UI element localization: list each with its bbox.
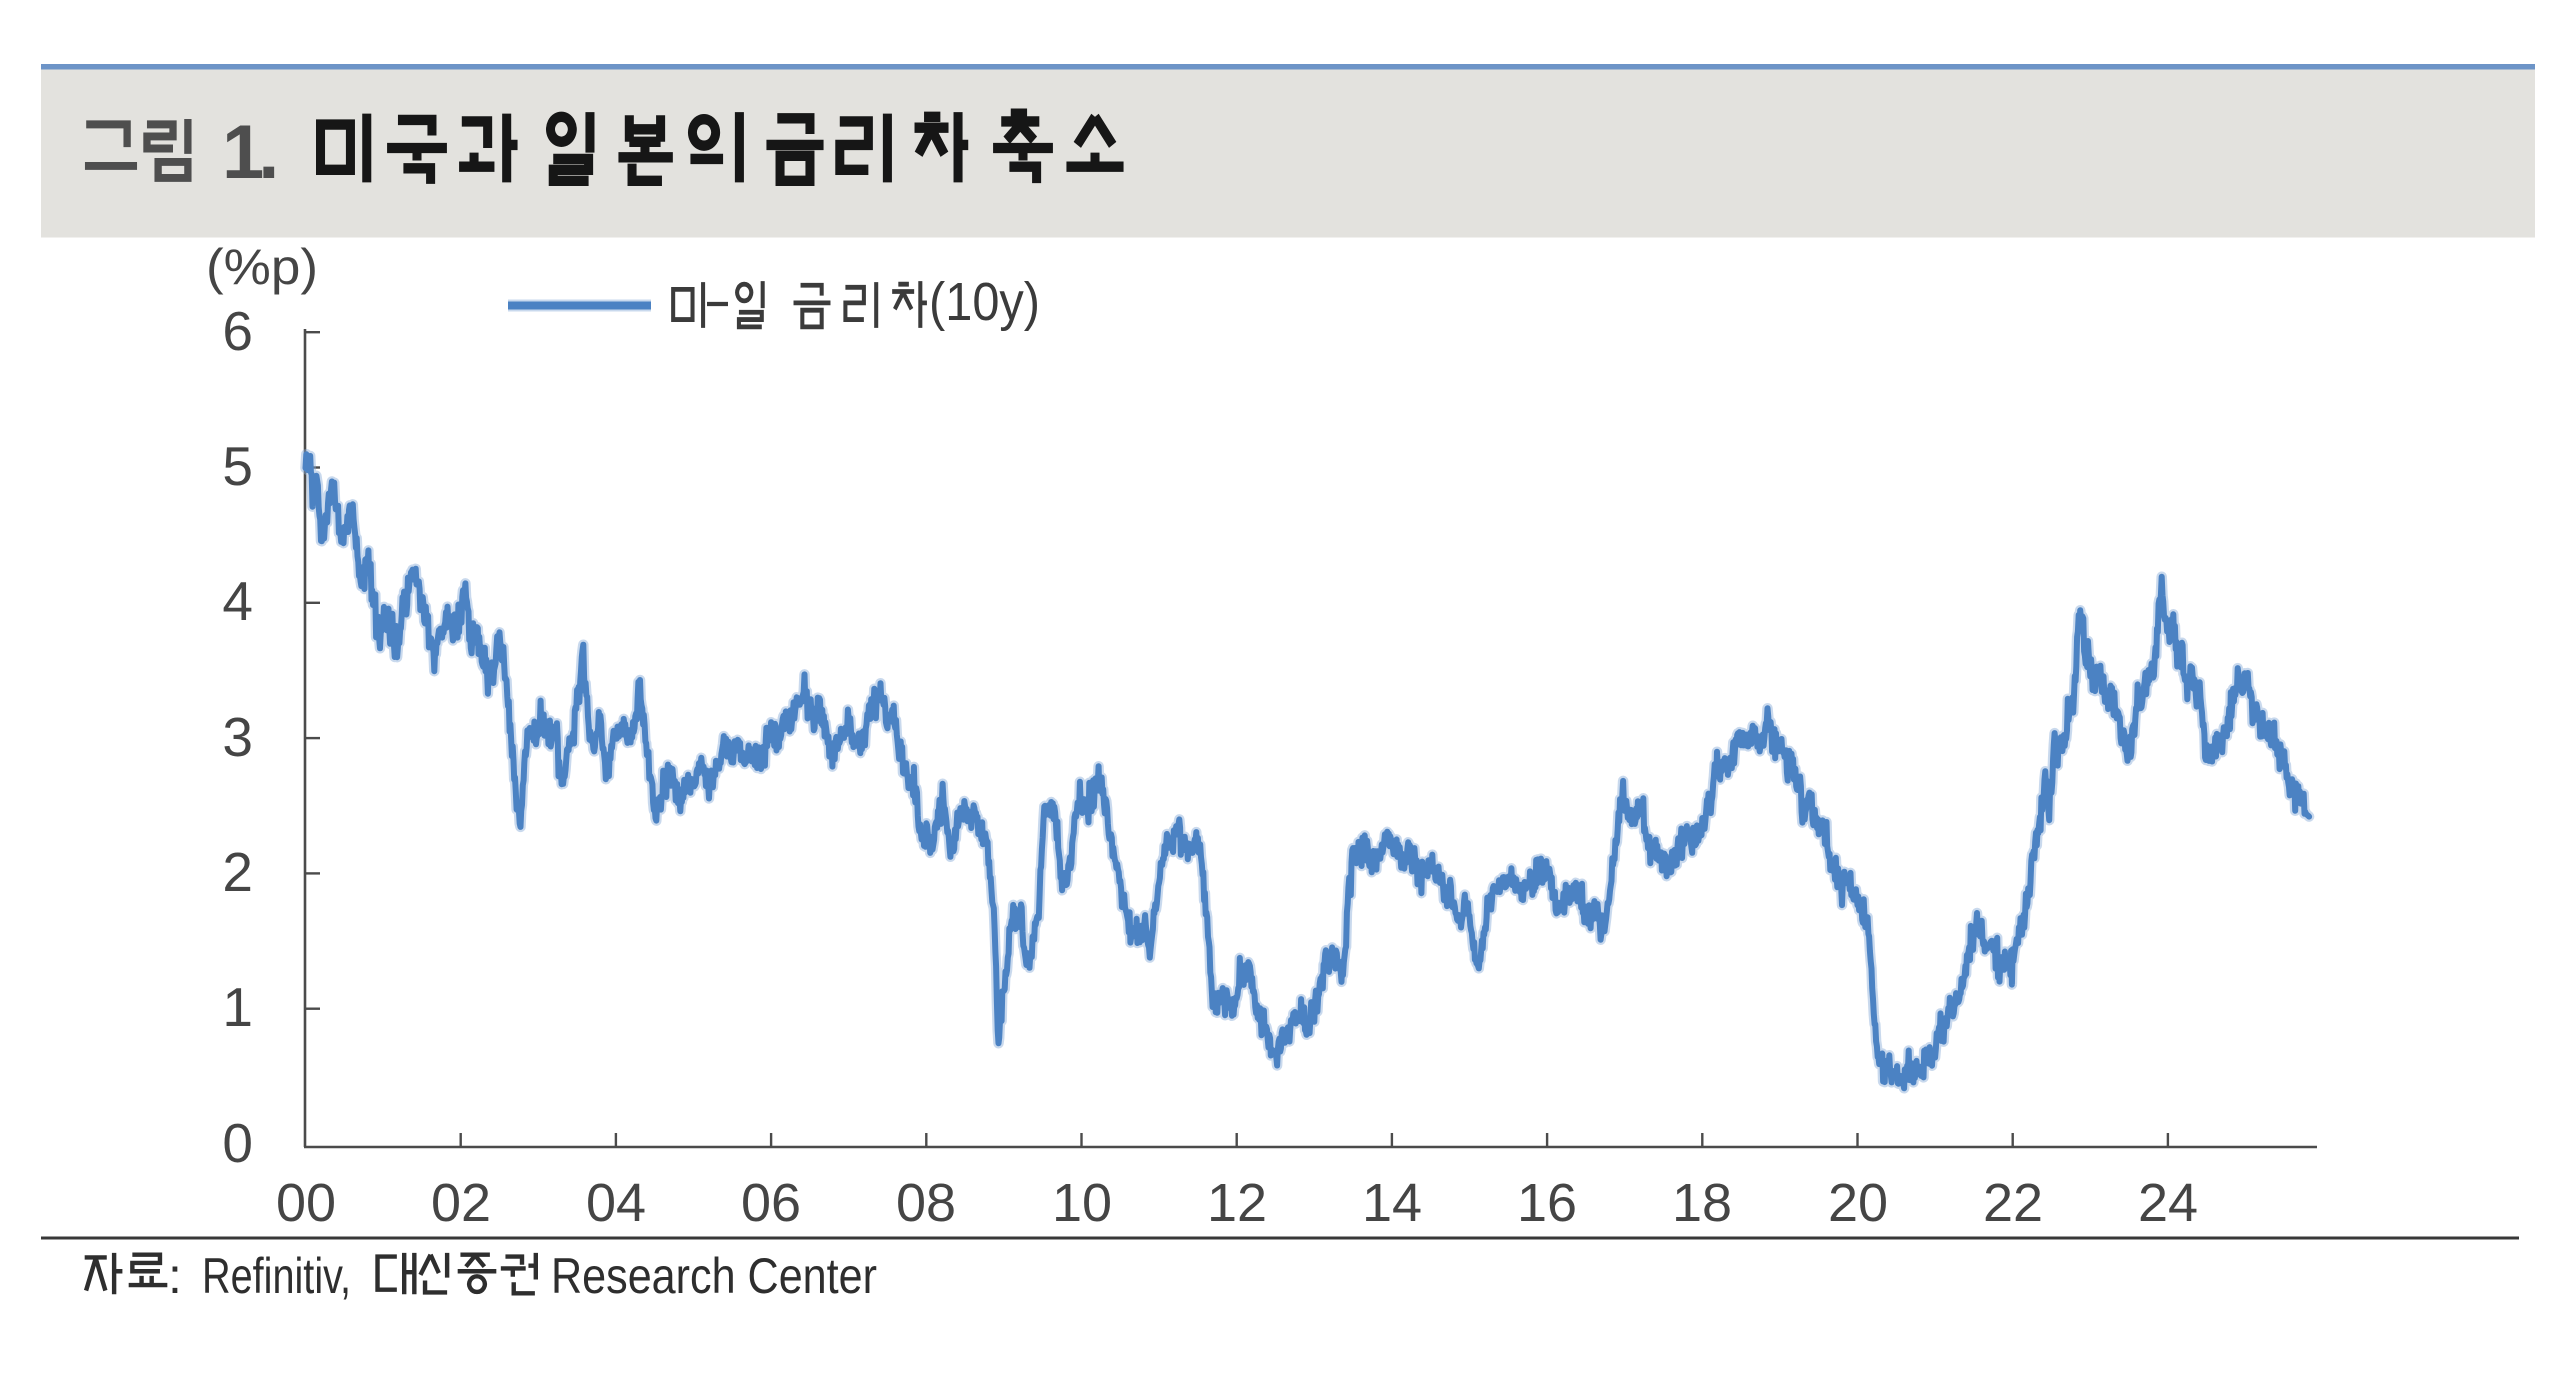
svg-text:14: 14 — [1362, 1173, 1422, 1233]
svg-text:20: 20 — [1828, 1173, 1888, 1233]
svg-text:02: 02 — [431, 1173, 491, 1233]
svg-text:5: 5 — [222, 435, 253, 497]
svg-text:06: 06 — [741, 1173, 801, 1233]
svg-text:(10y): (10y) — [929, 272, 1040, 332]
svg-text:2: 2 — [222, 841, 253, 903]
svg-text:00: 00 — [276, 1173, 336, 1233]
svg-text:(%p): (%p) — [206, 239, 318, 295]
svg-text:1.: 1. — [222, 110, 274, 195]
svg-text:16: 16 — [1517, 1173, 1577, 1233]
svg-text:08: 08 — [896, 1173, 956, 1233]
svg-text:4: 4 — [222, 570, 253, 632]
svg-text::: : — [168, 1248, 182, 1304]
svg-text:12: 12 — [1207, 1173, 1267, 1233]
svg-text:3: 3 — [222, 706, 253, 768]
svg-text:6: 6 — [222, 300, 253, 362]
svg-text:22: 22 — [1983, 1173, 2043, 1233]
svg-text:24: 24 — [2138, 1173, 2198, 1233]
svg-text:18: 18 — [1672, 1173, 1732, 1233]
svg-text:04: 04 — [586, 1173, 646, 1233]
svg-text:0: 0 — [222, 1112, 253, 1174]
svg-text:Research Center: Research Center — [551, 1248, 877, 1304]
svg-text:1: 1 — [222, 976, 253, 1038]
svg-text:10: 10 — [1052, 1173, 1112, 1233]
svg-text:Refinitiv,: Refinitiv, — [202, 1248, 351, 1304]
